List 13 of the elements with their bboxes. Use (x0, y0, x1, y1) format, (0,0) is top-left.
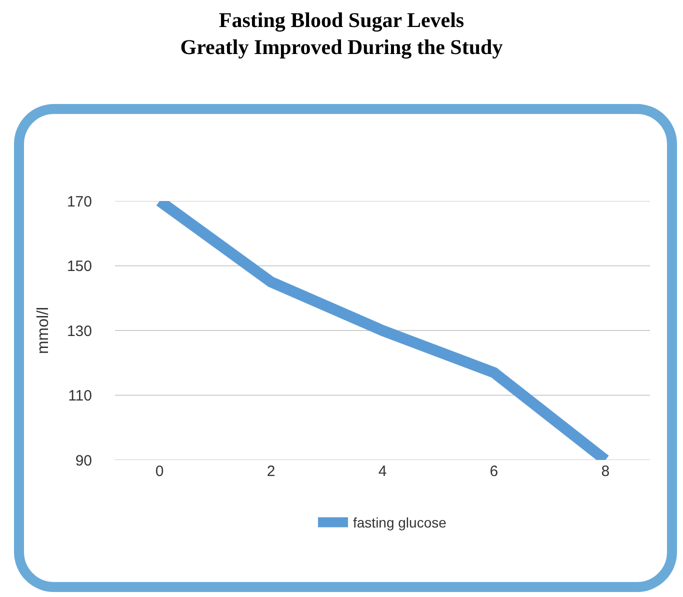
y-tick-label: 130 (66, 322, 92, 340)
y-tick-label: 90 (75, 452, 92, 470)
y-axis-title: mmol/l (34, 306, 52, 354)
x-tick-label: 4 (378, 463, 387, 480)
legend-label: fasting glucose (353, 514, 447, 531)
x-tick-label: 8 (601, 463, 610, 480)
chart-title: Fasting Blood Sugar Levels Greatly Improved During the Study (180, 8, 504, 60)
y-tick-label: 110 (68, 388, 92, 404)
y-tick-label: 150 (66, 258, 92, 275)
x-tick-label: 0 (155, 463, 164, 480)
x-tick-label: 2 (266, 463, 276, 480)
x-tick-label: 6 (490, 463, 498, 480)
y-tick-label: 170 (66, 193, 92, 210)
